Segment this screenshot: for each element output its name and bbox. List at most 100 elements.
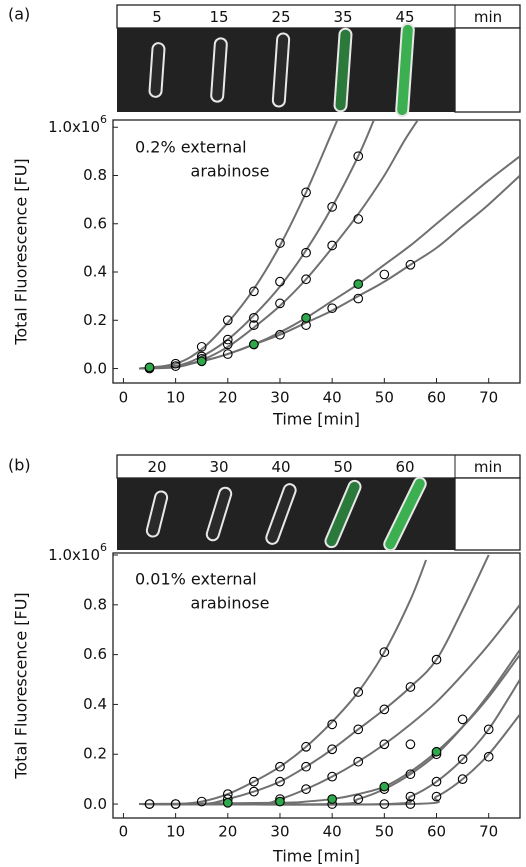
blank-panel (454, 477, 521, 551)
data-point (275, 329, 285, 340)
data-point (222, 339, 233, 350)
cell-image (148, 42, 166, 98)
x-axis-label: Time [min] (272, 847, 360, 866)
y-tick-label: 0.4 (83, 695, 107, 713)
data-point (196, 796, 207, 807)
data-point (431, 791, 442, 802)
y-tick-label-text: 1.0x10 (48, 545, 100, 563)
fit-curve (139, 120, 375, 370)
data-point (196, 356, 207, 367)
y-tick-label: 0.0 (83, 359, 107, 377)
x-tick-label: 20 (218, 823, 237, 841)
data-point (275, 276, 285, 287)
image-time: 35 (333, 8, 352, 26)
data-point (275, 761, 285, 772)
data-point (249, 286, 259, 297)
image-unit: min (474, 8, 502, 26)
image-time: 5 (152, 8, 162, 26)
fit-curve (139, 678, 520, 806)
data-point (431, 746, 442, 757)
cell-image (210, 37, 228, 103)
data-point (144, 362, 155, 373)
image-time: 60 (395, 458, 414, 476)
data-point (379, 799, 390, 809)
x-tick-label: 10 (166, 823, 185, 841)
data-point (249, 776, 259, 787)
data-point (457, 714, 468, 725)
cell-image (265, 483, 297, 545)
time-strip (116, 454, 521, 479)
data-point (170, 361, 181, 371)
y-tick-label-text: 0.0 (83, 795, 107, 813)
data-point (249, 313, 259, 323)
image-time: 25 (271, 8, 290, 26)
image-time: 45 (395, 8, 414, 26)
x-tick-label: 60 (427, 823, 446, 841)
data-point (379, 781, 390, 792)
data-point (327, 794, 338, 804)
panel-label: (b) (8, 456, 31, 475)
data-point (327, 240, 338, 251)
blank-panel (454, 27, 521, 113)
y-tick-exponent: 6 (100, 541, 107, 554)
data-point (483, 751, 494, 762)
cell-image (205, 486, 233, 542)
data-point (379, 739, 390, 750)
x-tick-label: 50 (375, 823, 394, 841)
x-tick-label: 0 (119, 389, 129, 407)
annotation: 0.01% external (135, 570, 257, 589)
data-point (405, 682, 416, 692)
data-point (301, 313, 311, 323)
image-unit: min (474, 458, 502, 476)
data-point (405, 769, 416, 780)
data-point (301, 761, 311, 772)
y-tick-label: 0.8 (83, 166, 107, 184)
image-time: 40 (271, 458, 290, 476)
annotation: arabinose (191, 162, 270, 181)
data-point (483, 724, 494, 735)
x-tick-label: 40 (323, 389, 342, 407)
data-point (457, 754, 468, 765)
data-point (301, 187, 311, 198)
x-tick-label: 30 (270, 389, 289, 407)
fit-curve (139, 559, 428, 806)
data-point (405, 791, 416, 802)
y-tick-label: 0.2 (83, 311, 107, 329)
data-point (353, 724, 364, 735)
data-point (353, 756, 364, 767)
fit-curve (138, 120, 339, 370)
plot-area (139, 554, 520, 809)
data-point (275, 796, 285, 807)
fit-curve (139, 174, 520, 370)
plot-frame (112, 552, 521, 819)
y-tick-label: 1.0x106 (48, 541, 107, 564)
data-point (275, 298, 285, 309)
data-point (222, 349, 233, 359)
data-point (327, 719, 338, 730)
data-point (170, 358, 181, 369)
fit-curve (139, 604, 520, 806)
data-point (249, 320, 259, 330)
data-point (196, 341, 207, 352)
data-point (353, 214, 364, 224)
cell-image (333, 27, 353, 113)
y-tick-label: 1.0x106 (48, 113, 107, 135)
data-point (144, 799, 155, 809)
data-point (222, 315, 233, 326)
plot-area (138, 120, 520, 374)
y-tick-label: 0.6 (83, 645, 107, 663)
fit-curve (139, 713, 520, 806)
data-point (431, 776, 442, 787)
data-point (405, 259, 416, 270)
data-point (327, 303, 338, 314)
y-tick-label: 0.0 (83, 795, 107, 813)
data-point (353, 279, 364, 289)
x-tick-label: 40 (323, 823, 342, 841)
image-time: 15 (209, 8, 228, 26)
x-tick-label: 70 (479, 823, 498, 841)
cell-image (324, 479, 362, 549)
x-tick-label: 30 (270, 823, 289, 841)
data-point (301, 274, 311, 285)
data-point (431, 654, 442, 665)
data-point (379, 647, 390, 657)
